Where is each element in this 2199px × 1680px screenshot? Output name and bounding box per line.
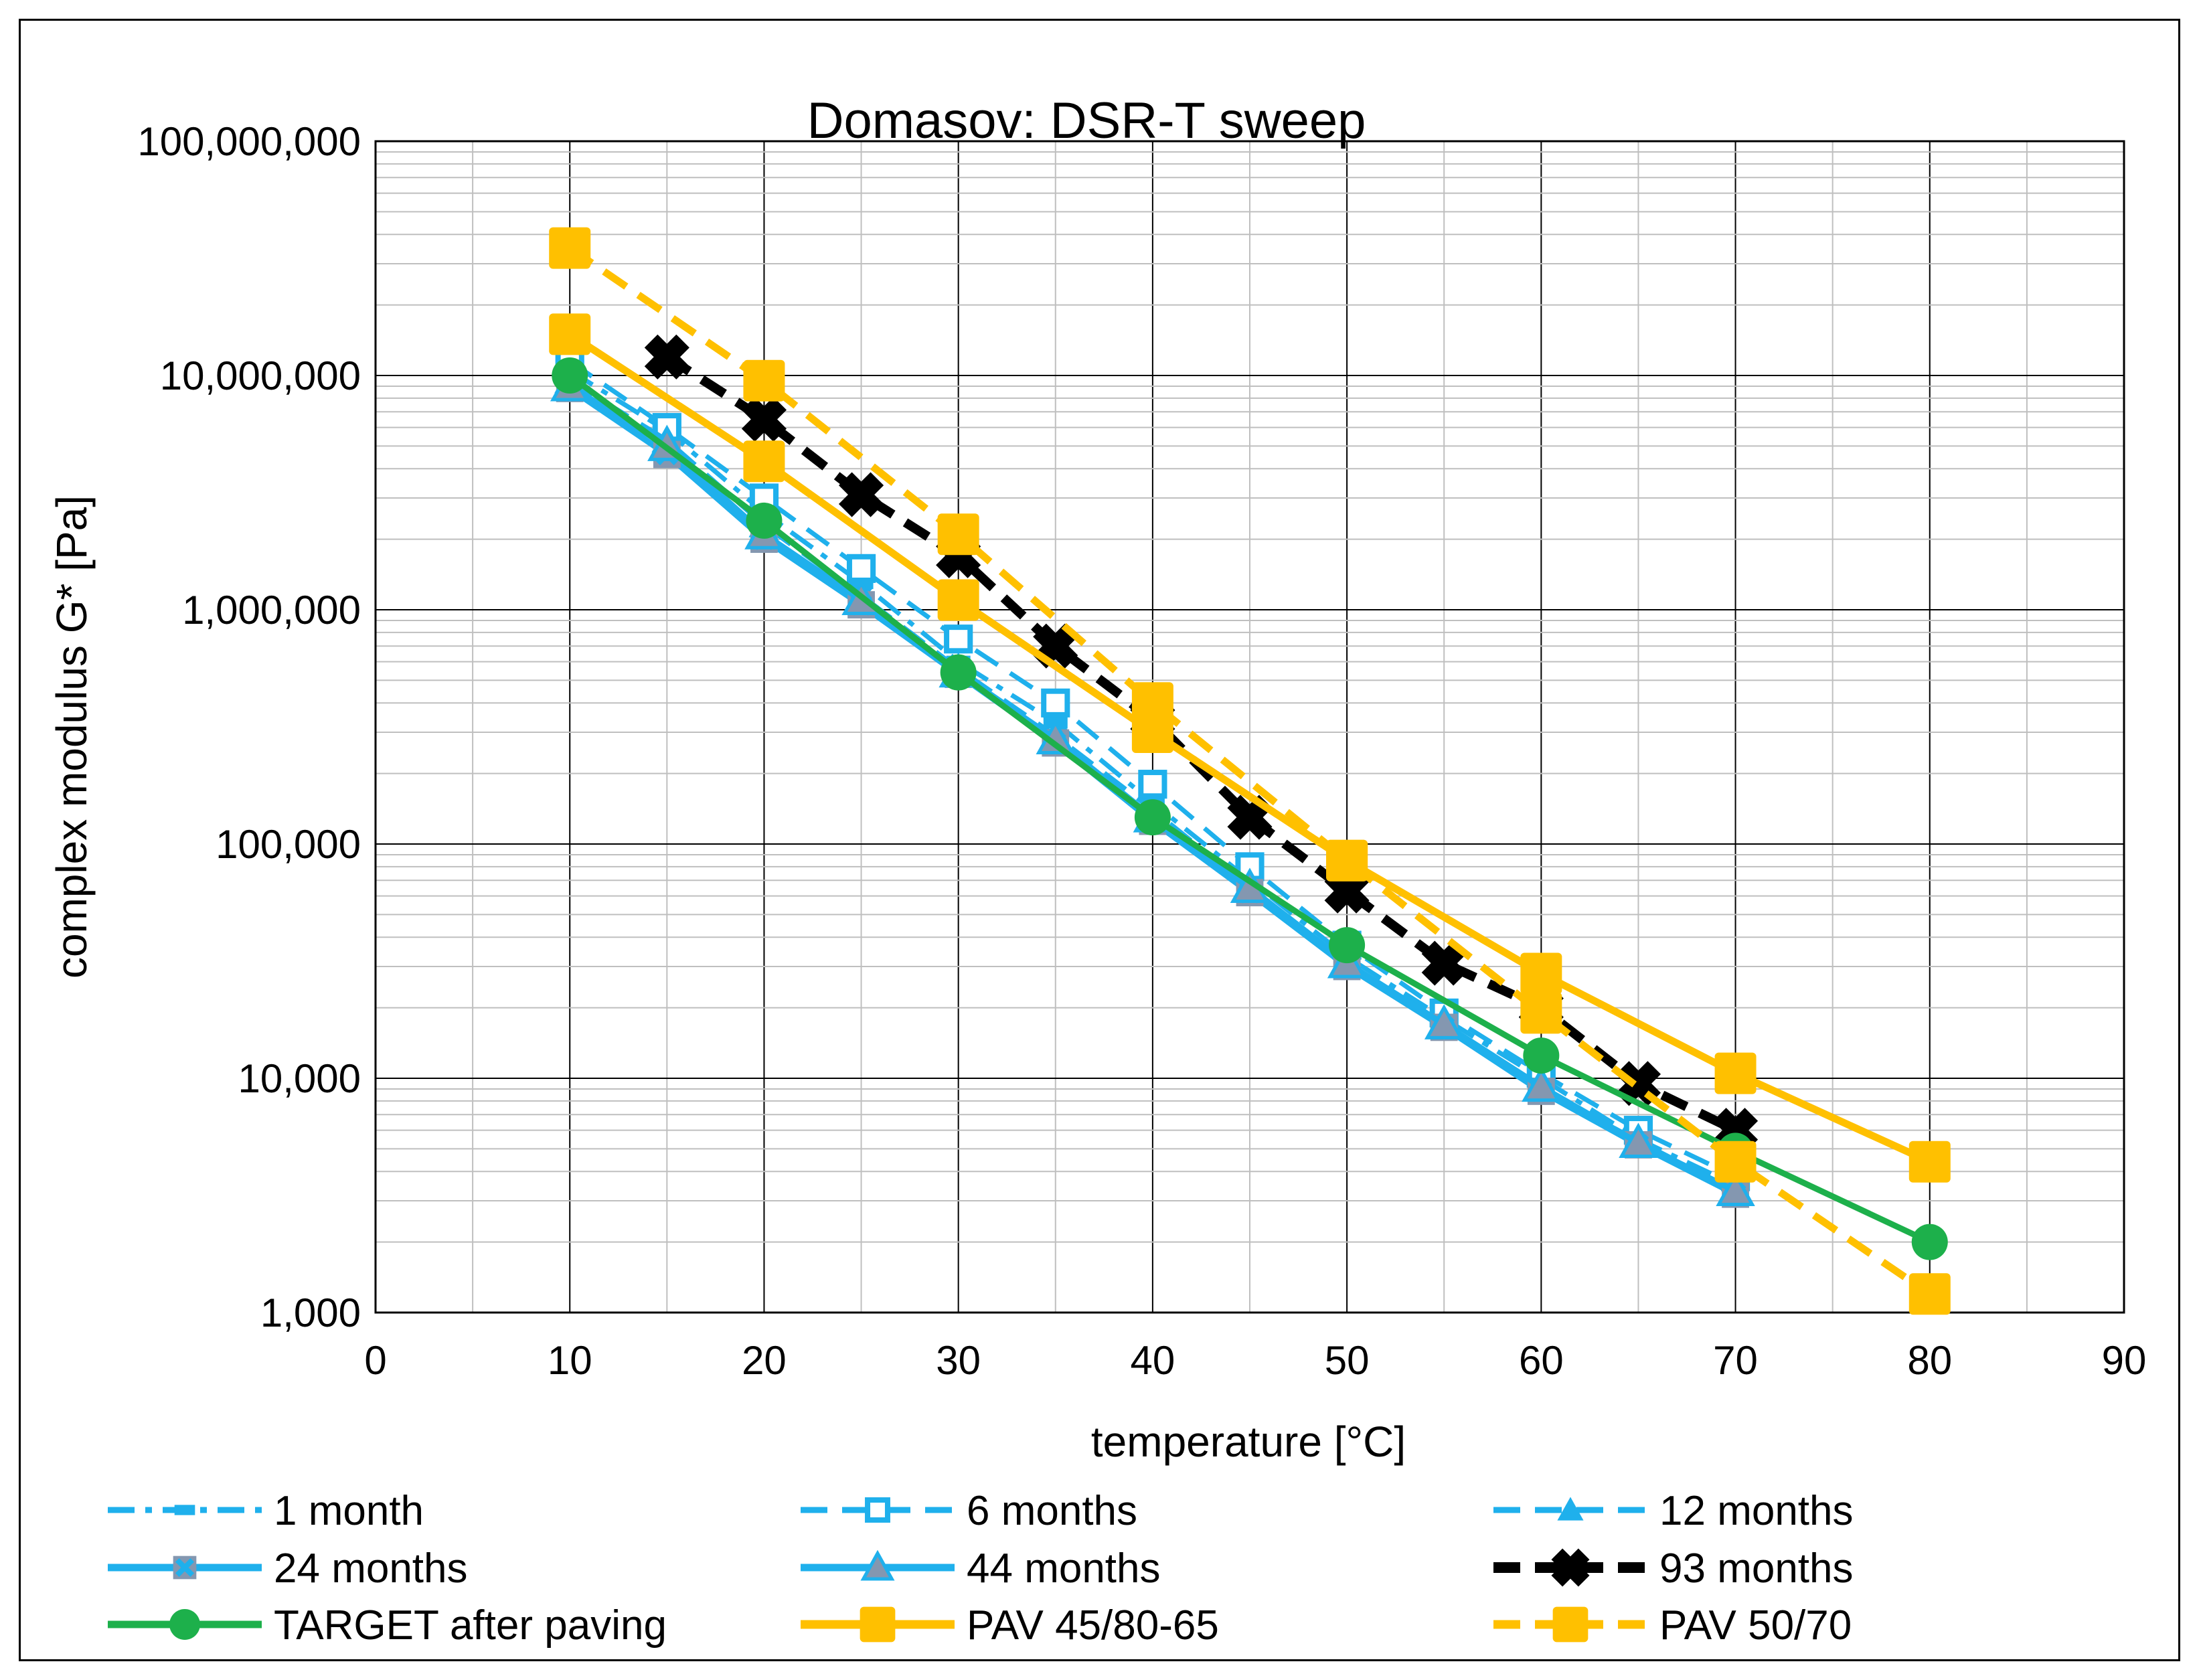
- data-point: [552, 357, 588, 394]
- y-tick-label: 10,000,000: [160, 353, 361, 398]
- legend-item: 44 months: [801, 1545, 1161, 1592]
- legend-label: 12 months: [1659, 1488, 1854, 1534]
- data-point: [1714, 1052, 1757, 1094]
- legend-label: 1 month: [274, 1488, 424, 1534]
- data-point: [1520, 952, 1562, 995]
- data-point: [1908, 1273, 1951, 1315]
- data-point: [1520, 992, 1562, 1034]
- data-point: [549, 313, 591, 355]
- x-tick-label: 40: [1131, 1338, 1175, 1383]
- data-point: [1714, 1141, 1757, 1183]
- legend-item: 6 months: [801, 1488, 1137, 1534]
- x-tick-label: 0: [364, 1338, 386, 1383]
- data-point: [1138, 770, 1167, 799]
- data-point: [865, 1497, 890, 1523]
- grid: [375, 141, 2125, 1313]
- data-point: [1329, 927, 1366, 964]
- data-point: [174, 1505, 195, 1515]
- data-point: [1911, 1224, 1948, 1260]
- data-point: [937, 579, 979, 621]
- series-target-after-paving: [552, 357, 1948, 1260]
- data-point: [1557, 1497, 1584, 1521]
- data-point: [838, 472, 884, 517]
- axis-ticks: 0 10 20 30 40 50 60 70 80 90 1,000 10,000 100,000 1,0…: [137, 119, 2146, 1383]
- legend-item: 93 months: [1493, 1545, 1854, 1592]
- data-point: [549, 227, 591, 269]
- legend-item: 12 months: [1493, 1488, 1854, 1534]
- legend-item: 1 month: [108, 1488, 424, 1534]
- legend: 1 month 6 months 12 months 24 months 44 mont…: [108, 1488, 1854, 1649]
- data-point: [940, 654, 977, 691]
- data-point: [860, 1549, 895, 1581]
- chart-frame: Domasov: DSR-T sweep 0 10 20 30 40 50 60 70 80 90…: [19, 19, 2180, 1661]
- series-line: [568, 373, 1931, 1245]
- series-line: [568, 331, 1932, 1165]
- data-point: [1551, 1548, 1590, 1587]
- x-tick-label: 90: [2102, 1338, 2147, 1383]
- data-point: [846, 554, 876, 583]
- y-tick-label: 100,000,000: [137, 119, 361, 164]
- legend-item: 24 months: [108, 1545, 468, 1592]
- legend-item: TARGET after paving: [108, 1602, 667, 1649]
- data-point: [1041, 688, 1070, 718]
- data-point: [743, 359, 785, 402]
- x-tick-label: 70: [1713, 1338, 1758, 1383]
- y-axis-label: complex modulus G* [Pa]: [48, 495, 96, 979]
- data-point: [1134, 799, 1171, 836]
- legend-label: 6 months: [967, 1488, 1137, 1534]
- legend-label: PAV 50/70: [1659, 1602, 1852, 1649]
- legend-label: 24 months: [274, 1545, 468, 1592]
- data-point: [860, 1606, 896, 1643]
- data-point: [1908, 1141, 1951, 1183]
- legend-label: PAV 45/80-65: [967, 1602, 1219, 1649]
- data-point: [169, 1609, 200, 1640]
- plot-area: [374, 140, 2125, 1314]
- data-point: [944, 624, 973, 654]
- x-tick-label: 10: [548, 1338, 592, 1383]
- x-tick-label: 20: [742, 1338, 787, 1383]
- series-pav-45-80-65: [549, 313, 1951, 1183]
- chart-svg: Domasov: DSR-T sweep 0 10 20 30 40 50 60 70 80 90…: [48, 92, 2146, 1649]
- data-point: [1131, 682, 1173, 724]
- y-tick-label: 100,000: [216, 822, 361, 867]
- legend-item: PAV 45/80-65: [801, 1602, 1219, 1649]
- x-tick-label: 60: [1519, 1338, 1564, 1383]
- data-point: [1235, 852, 1265, 881]
- legend-label: 44 months: [967, 1545, 1161, 1592]
- data-point: [1424, 1004, 1464, 1039]
- data-point: [937, 513, 979, 556]
- legend-label: 93 months: [1659, 1545, 1854, 1592]
- y-tick-label: 10,000: [238, 1056, 361, 1101]
- series-pav-50-70: [549, 227, 1951, 1315]
- x-tick-label: 50: [1325, 1338, 1370, 1383]
- chart-title: Domasov: DSR-T sweep: [807, 92, 1366, 149]
- y-tick-label: 1,000: [260, 1290, 361, 1335]
- data-point: [746, 502, 783, 539]
- data-point: [1326, 839, 1368, 881]
- data-point: [743, 440, 785, 483]
- series-layer: [549, 227, 1951, 1315]
- data-point: [644, 334, 689, 380]
- data-point-cross: [175, 1558, 195, 1578]
- data-point: [1619, 1122, 1658, 1159]
- y-tick-label: 1,000,000: [182, 588, 361, 633]
- legend-label: TARGET after paving: [274, 1602, 667, 1649]
- x-tick-label: 30: [936, 1338, 981, 1383]
- data-point: [1421, 940, 1467, 986]
- data-point: [1523, 1037, 1560, 1074]
- data-point: [1716, 1171, 1755, 1207]
- data-point: [1522, 1066, 1561, 1102]
- data-point: [1552, 1606, 1589, 1643]
- x-tick-label: 80: [1907, 1338, 1952, 1383]
- x-axis-label: temperature [°C]: [1091, 1418, 1406, 1466]
- data-point: [741, 396, 787, 442]
- legend-item: PAV 50/70: [1493, 1602, 1852, 1649]
